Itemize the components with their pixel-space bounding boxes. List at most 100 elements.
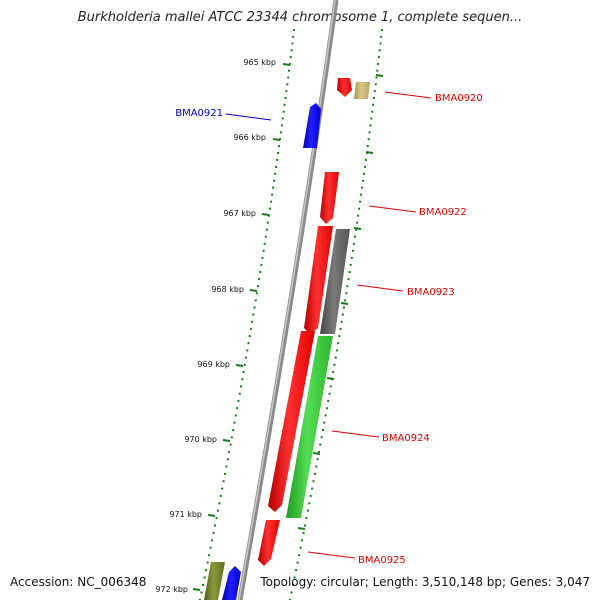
feature-blue-bottom[interactable]	[222, 566, 241, 600]
minor-tick	[288, 62, 291, 65]
minor-tick	[277, 152, 280, 154]
minor-tick	[243, 363, 246, 366]
minor-tick	[349, 263, 352, 266]
minor-tick	[202, 584, 205, 586]
gene-label-bma0924[interactable]: BMA0924	[382, 433, 430, 444]
minor-tick	[283, 103, 286, 106]
minor-tick	[203, 576, 206, 579]
minor-tick	[263, 242, 266, 245]
gene-feature-bma0925[interactable]	[258, 520, 280, 566]
minor-tick	[373, 97, 375, 99]
minor-tick	[343, 306, 345, 309]
tick-label-970: 970 kbp	[184, 435, 217, 444]
minor-tick	[378, 49, 381, 52]
minor-tick	[295, 569, 298, 572]
callout-line	[356, 284, 404, 292]
minor-tick	[279, 131, 282, 134]
minor-tick	[344, 299, 347, 302]
minor-tick	[287, 76, 290, 79]
major-tick	[312, 452, 321, 455]
gene-label-bma0920[interactable]: BMA0920	[435, 93, 483, 104]
chromosome-backbone	[237, 0, 339, 600]
callout-line	[307, 551, 356, 559]
minor-tick	[269, 207, 271, 210]
minor-tick	[355, 228, 357, 231]
major-tick	[272, 138, 281, 141]
tick-label-968: 968 kbp	[211, 285, 244, 294]
minor-tick	[329, 385, 332, 388]
minor-tick	[313, 472, 316, 475]
minor-tick	[328, 392, 331, 395]
minor-tick	[272, 186, 275, 189]
minor-tick	[245, 356, 247, 359]
minor-tick	[312, 480, 315, 483]
major-tick	[192, 588, 201, 591]
minor-tick	[323, 421, 326, 424]
minor-tick	[305, 517, 308, 520]
minor-tick	[352, 242, 355, 245]
minor-tick	[334, 356, 337, 359]
major-tick	[326, 377, 335, 380]
gene-feature-bma0924[interactable]	[268, 331, 315, 512]
minor-tick	[237, 399, 240, 402]
minor-tick	[360, 193, 363, 196]
gene-feature-bma0921[interactable]	[303, 103, 321, 148]
gene-feature-bma0920[interactable]	[337, 78, 352, 97]
minor-tick	[270, 200, 273, 203]
minor-tick	[327, 399, 330, 402]
minor-tick	[308, 502, 311, 505]
major-tick	[222, 439, 231, 442]
outer-tick-ring	[289, 29, 383, 600]
feature-gray[interactable]	[320, 229, 350, 334]
major-tick	[353, 227, 362, 230]
gene-callouts: BMA0920 BMA0921 BMA0922 BMA0923 BMA0924 …	[175, 91, 483, 566]
minor-tick	[379, 42, 382, 45]
gene-feature-bma0922[interactable]	[320, 172, 339, 224]
minor-tick	[373, 90, 376, 93]
minor-tick	[258, 278, 261, 281]
summary-text: Topology: circular; Length: 3,510,148 bp…	[260, 575, 590, 589]
feature-green[interactable]	[286, 336, 333, 518]
gene-label-bma0922[interactable]: BMA0922	[419, 207, 467, 218]
gene-label-bma0925[interactable]: BMA0925	[358, 555, 406, 566]
minor-tick	[253, 306, 256, 309]
minor-tick	[351, 249, 354, 252]
gene-label-bma0923[interactable]: BMA0923	[407, 287, 455, 298]
minor-tick	[292, 584, 295, 586]
minor-tick	[257, 285, 259, 288]
minor-tick	[224, 472, 226, 475]
gene-feature-bma0923[interactable]	[304, 226, 333, 334]
minor-tick	[271, 193, 274, 196]
minor-tick	[311, 487, 314, 490]
minor-tick	[226, 458, 229, 461]
minor-tick	[206, 561, 209, 564]
minor-tick	[337, 342, 340, 345]
minor-tick	[216, 509, 219, 512]
feature-tan[interactable]	[354, 82, 370, 99]
minor-tick	[380, 35, 383, 38]
minor-tick	[209, 546, 212, 549]
minor-tick	[315, 465, 318, 468]
major-tick	[375, 74, 384, 77]
minor-tick	[278, 145, 280, 148]
minor-tick	[332, 371, 335, 373]
minor-tick	[280, 124, 283, 127]
minor-tick	[377, 62, 380, 65]
major-tick	[297, 527, 306, 530]
minor-tick	[333, 363, 336, 366]
gene-label-bma0921[interactable]: BMA0921	[175, 108, 223, 119]
minor-tick	[208, 554, 211, 557]
minor-tick	[200, 591, 203, 594]
minor-tick	[218, 502, 221, 505]
major-tick	[249, 289, 258, 292]
minor-tick	[367, 138, 370, 141]
minor-tick	[375, 76, 378, 79]
minor-tick	[357, 214, 360, 217]
minor-tick	[359, 200, 362, 203]
minor-tick	[368, 131, 371, 134]
minor-tick	[214, 524, 216, 527]
major-tick	[365, 151, 374, 154]
feature-olive[interactable]	[204, 562, 225, 600]
tick-label-965: 965 kbp	[243, 58, 276, 67]
